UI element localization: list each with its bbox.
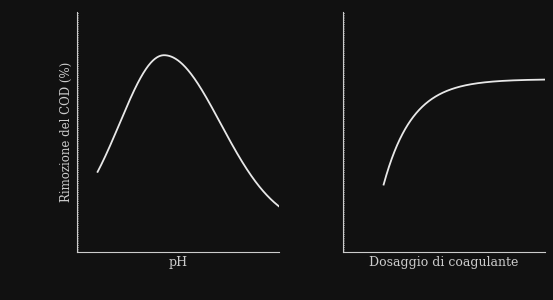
X-axis label: Dosaggio di coagulante: Dosaggio di coagulante [369, 256, 519, 269]
Y-axis label: Rimozione del COD (%): Rimozione del COD (%) [60, 62, 73, 202]
X-axis label: pH: pH [169, 256, 187, 269]
